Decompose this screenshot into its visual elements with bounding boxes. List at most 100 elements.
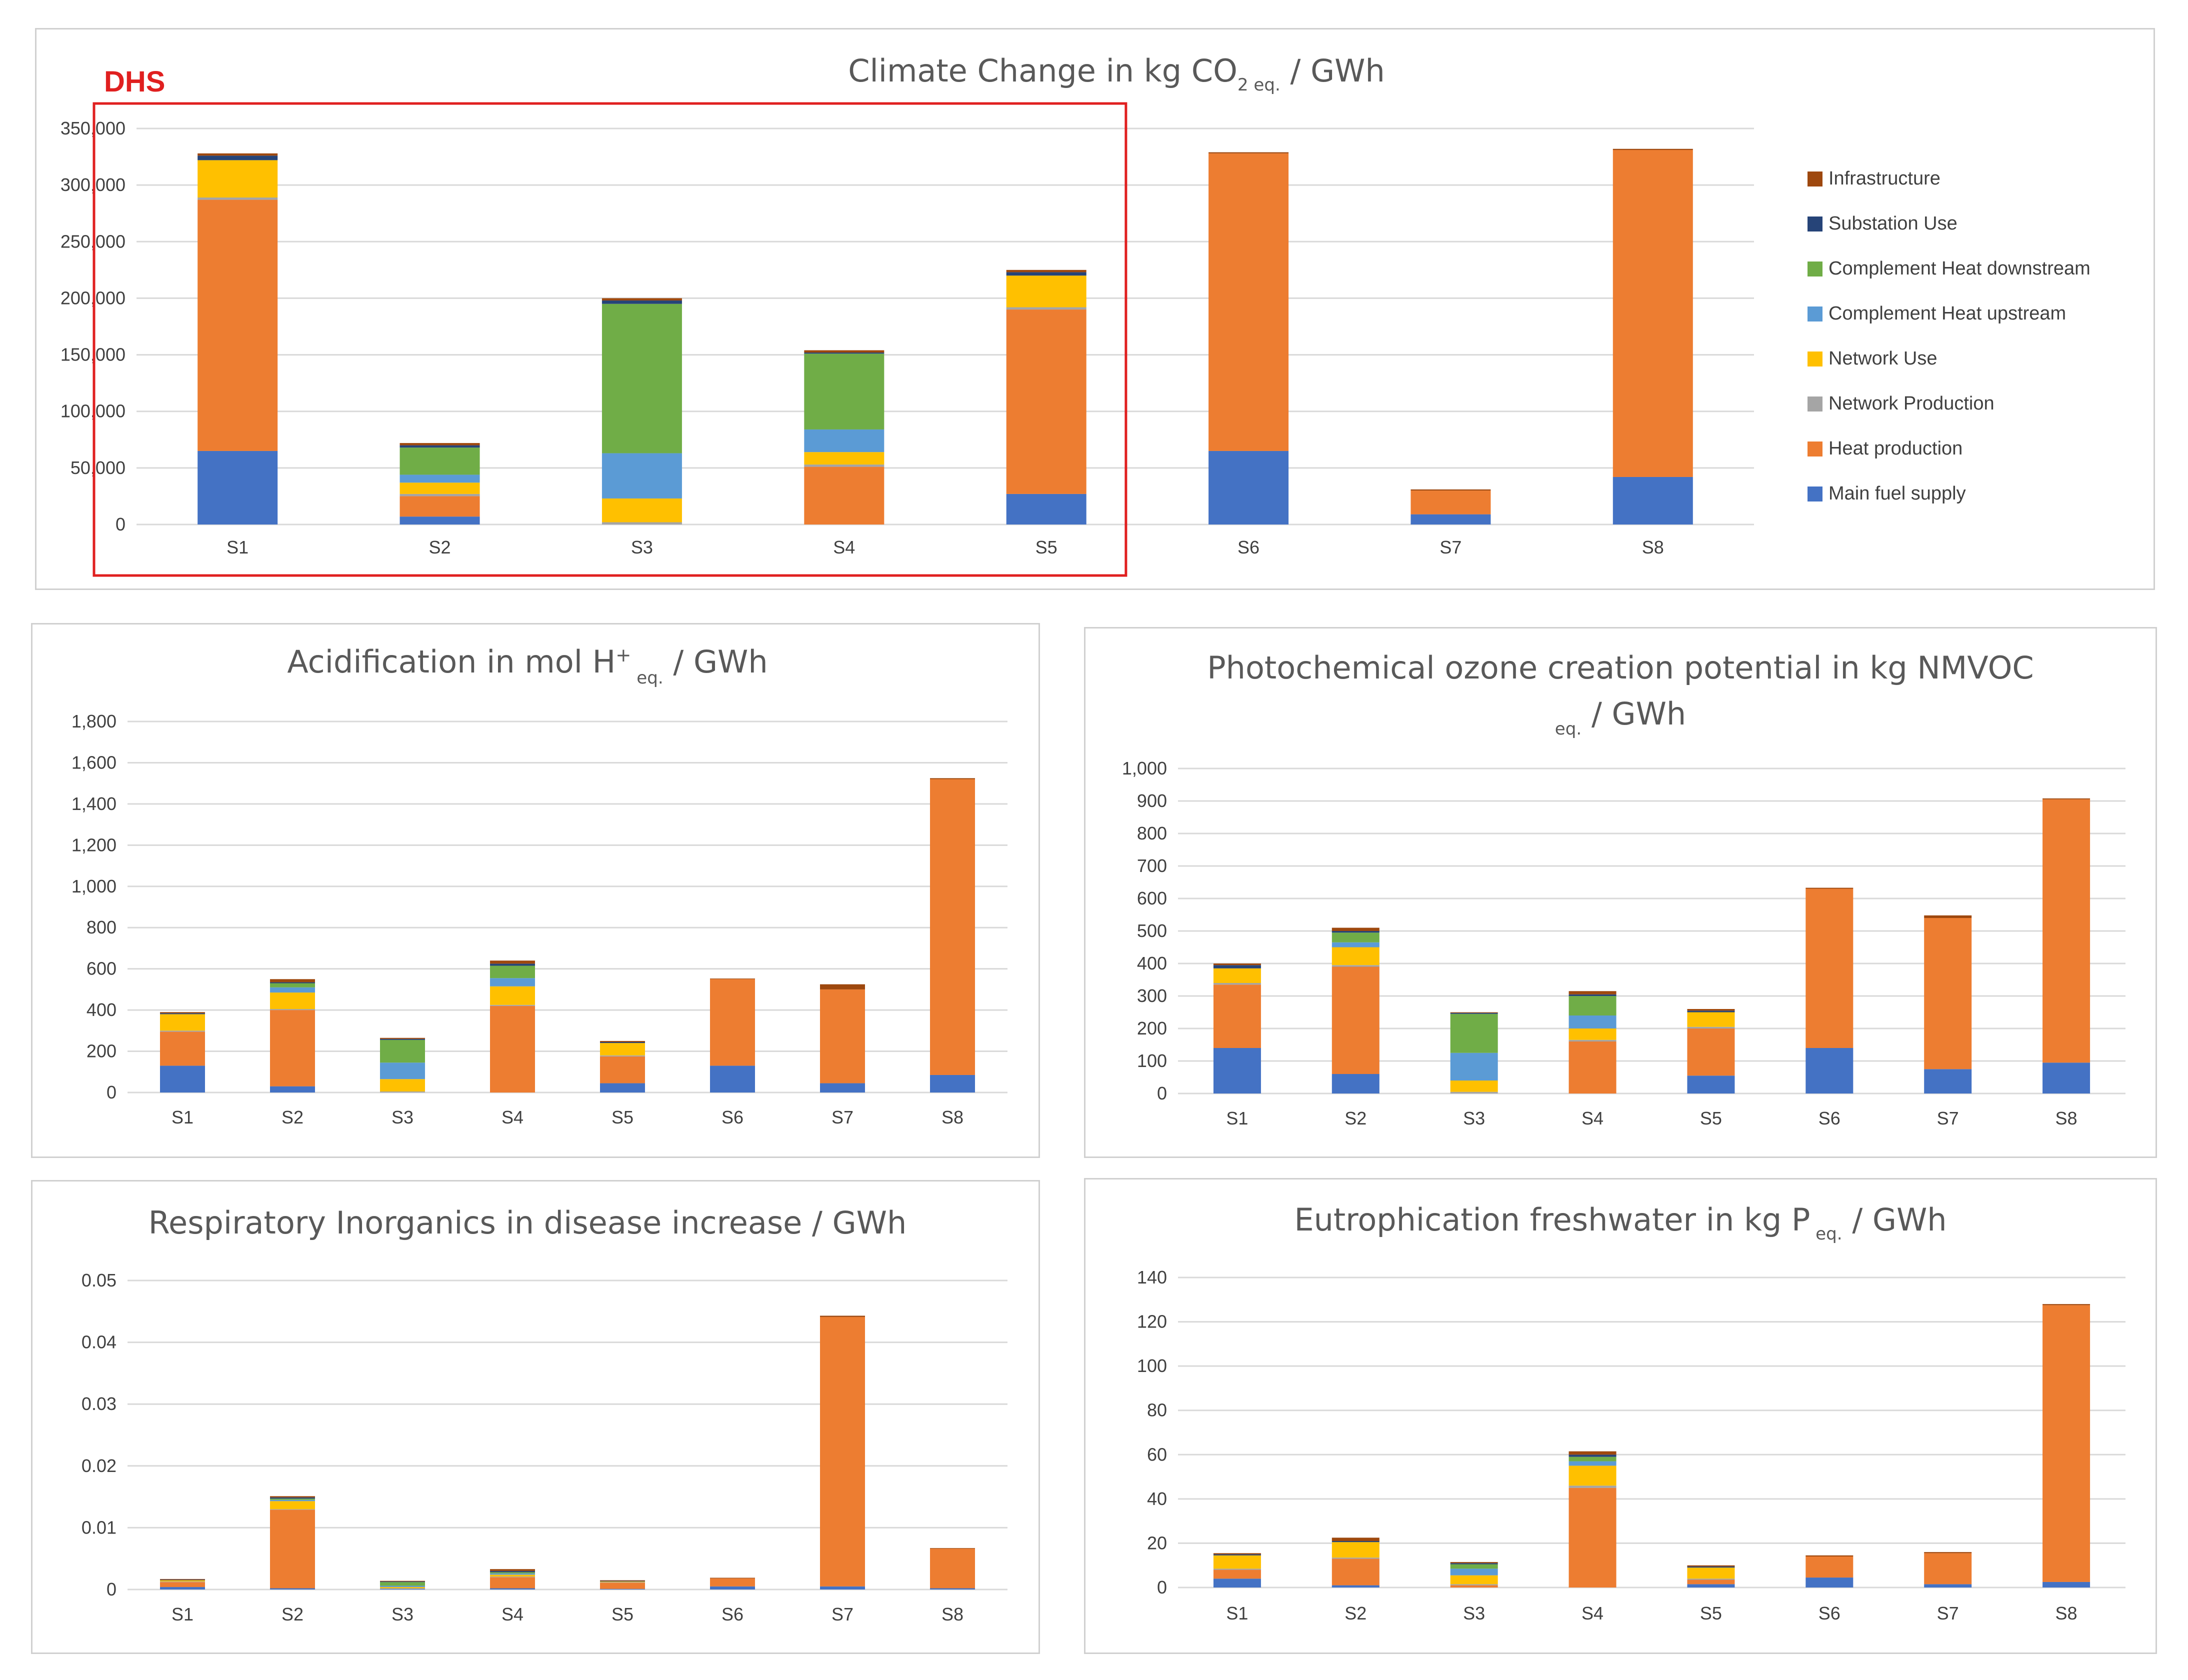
bar-segment-complement-heat-upstream-s2	[400, 474, 480, 483]
bar-segment-main-fuel-supply-s2	[1332, 1585, 1380, 1588]
bar-segment-heat-production-s8	[930, 779, 975, 1075]
bar-segment-network-use-s4	[490, 1574, 535, 1577]
bar-segment-heat-production-s1	[198, 200, 278, 451]
bar-segment-network-production-s5	[1687, 1578, 1735, 1580]
y-tick-label: 0.03	[82, 1394, 116, 1414]
legend-swatch-infrastructure	[1808, 172, 1822, 186]
x-tick-label: S2	[282, 1604, 304, 1624]
acidification-panel: Acidification in mol H+ eq. / GWh 0 200 400…	[31, 623, 1040, 1158]
y-tick-label: 0	[1157, 1083, 1167, 1104]
bar-segment-main-fuel-supply-s1	[1213, 1048, 1261, 1094]
bar-segment-heat-production-s5	[1687, 1580, 1735, 1584]
legend-swatch-substation-use	[1808, 216, 1822, 232]
bar-segment-complement-heat-upstream-s2	[270, 1500, 315, 1502]
bar-segment-infrastructure-s2	[270, 979, 315, 982]
respiratory-inorganics-chart: Respiratory Inorganics in disease increa…	[82, 1204, 1008, 1624]
bar-segment-infrastructure-s1	[1213, 1553, 1261, 1554]
legend-swatch-network-use	[1808, 352, 1822, 366]
bar-segment-network-use-s3	[602, 498, 682, 522]
y-tick-label: 1,000	[1122, 758, 1167, 778]
x-tick-label: S3	[392, 1107, 414, 1128]
bar-segment-substation-use-s4	[490, 1570, 535, 1572]
climate-change-panel: Climate Change in kg CO2 eq. / GWh 0 50,00…	[35, 28, 2155, 590]
x-tick-label: S6	[1818, 1603, 1840, 1624]
bar-segment-network-use-s3	[380, 1079, 425, 1092]
bar-segment-substation-use-s1	[1213, 965, 1261, 968]
y-tick-label: 0.04	[82, 1332, 116, 1352]
bar-segment-main-fuel-supply-s8	[2042, 1062, 2090, 1094]
bar-segment-heat-production-s2	[270, 1010, 315, 1086]
bar-segment-network-production-s4	[490, 1576, 535, 1578]
y-tick-label: 300	[1137, 986, 1167, 1006]
bar-segment-main-fuel-supply-s8	[2042, 1582, 2090, 1588]
bar-segment-substation-use-s2	[270, 982, 315, 984]
bar-segment-complement-heat-downstream-s3	[602, 304, 682, 454]
bar-segment-substation-use-s5	[1006, 272, 1086, 276]
x-tick-label: S3	[1463, 1108, 1485, 1128]
y-tick-label: 50,000	[70, 458, 126, 478]
legend-label-network-use: Network Use	[1828, 348, 1938, 369]
bar-segment-infrastructure-s1	[1213, 964, 1261, 966]
bar-segment-network-production-s4	[804, 464, 884, 467]
y-tick-label: 600	[1137, 888, 1167, 908]
bar-segment-network-use-s3	[1450, 1080, 1498, 1092]
eutrophication-panel: Eutrophication freshwater in kg P eq. / …	[1084, 1178, 2157, 1654]
bar-segment-main-fuel-supply-s8	[930, 1074, 975, 1092]
bar-segment-main-fuel-supply-s5	[1687, 1076, 1735, 1094]
bar-segment-network-use-s2	[400, 482, 480, 494]
bar-segment-complement-heat-downstream-s2	[270, 983, 315, 988]
bar-segment-network-use-s2	[1332, 1542, 1380, 1558]
x-tick-label: S8	[2056, 1108, 2078, 1128]
bar-segment-main-fuel-supply-s6	[1806, 1578, 1854, 1588]
legend-label-complement-heat-upstream: Complement Heat upstream	[1828, 303, 2066, 324]
x-tick-label: S1	[1226, 1603, 1248, 1624]
bar-segment-substation-use-s5	[1687, 1566, 1735, 1568]
bar-segment-infrastructure-s2	[1332, 928, 1380, 931]
x-tick-label: S5	[612, 1604, 634, 1624]
x-tick-label: S4	[1582, 1603, 1604, 1624]
bar-segment-network-production-s3	[602, 522, 682, 524]
bar-segment-complement-heat-upstream-s2	[1332, 942, 1380, 948]
bar-segment-network-use-s1	[198, 160, 278, 198]
bar-segment-heat-production-s1	[1213, 984, 1261, 1048]
x-tick-label: S6	[722, 1604, 744, 1624]
bar-segment-infrastructure-s4	[804, 350, 884, 353]
bar-segment-complement-heat-downstream-s4	[1568, 1456, 1616, 1462]
bar-segment-infrastructure-s2	[1332, 1538, 1380, 1541]
x-tick-label: S7	[1440, 537, 1462, 558]
x-tick-label: S8	[2056, 1603, 2078, 1624]
legend-swatch-complement-heat-downstream	[1808, 262, 1822, 276]
x-tick-label: S1	[172, 1107, 194, 1128]
bar-segment-network-use-s4	[1568, 1466, 1616, 1486]
legend-label-infrastructure: Infrastructure	[1828, 168, 1940, 189]
x-tick-label: S1	[226, 537, 248, 558]
bar-segment-complement-heat-downstream-s3	[380, 1582, 425, 1586]
bar-segment-network-use-s2	[270, 992, 315, 1010]
y-tick-label: 0	[106, 1082, 116, 1102]
bar-segment-main-fuel-supply-s5	[600, 1083, 645, 1092]
legend-swatch-heat-production	[1808, 442, 1822, 456]
bar-segment-network-use-s2	[1332, 947, 1380, 966]
bar-segment-complement-heat-downstream-s4	[1568, 996, 1616, 1016]
x-tick-label: S6	[1238, 537, 1260, 558]
y-tick-label: 900	[1137, 790, 1167, 811]
x-tick-label: S8	[942, 1107, 964, 1128]
x-tick-label: S4	[1582, 1108, 1604, 1128]
chart-title-line2: eq. / GWh	[1555, 696, 1686, 739]
y-tick-label: 40	[1147, 1488, 1167, 1509]
bar-segment-heat-production-s8	[2042, 1305, 2090, 1582]
bar-segment-network-production-s1	[1213, 983, 1261, 985]
bar-segment-heat-production-s5	[600, 1582, 645, 1589]
dhs-label: DHS	[104, 66, 165, 98]
bar-segment-complement-heat-upstream-s3	[380, 1062, 425, 1080]
y-tick-label: 400	[1137, 953, 1167, 974]
bar-segment-infrastructure-s2	[400, 443, 480, 446]
bar-segment-substation-use-s1	[1213, 1554, 1261, 1556]
bar-segment-network-production-s2	[270, 1009, 315, 1010]
x-tick-label: S2	[1344, 1603, 1366, 1624]
y-tick-label: 800	[1137, 823, 1167, 844]
bar-segment-heat-production-s7	[820, 989, 865, 1084]
chart-title: Acidification in mol H+ eq. / GWh	[287, 644, 768, 688]
bar-segment-network-production-s2	[270, 1509, 315, 1510]
bar-segment-infrastructure-s2	[270, 1496, 315, 1498]
